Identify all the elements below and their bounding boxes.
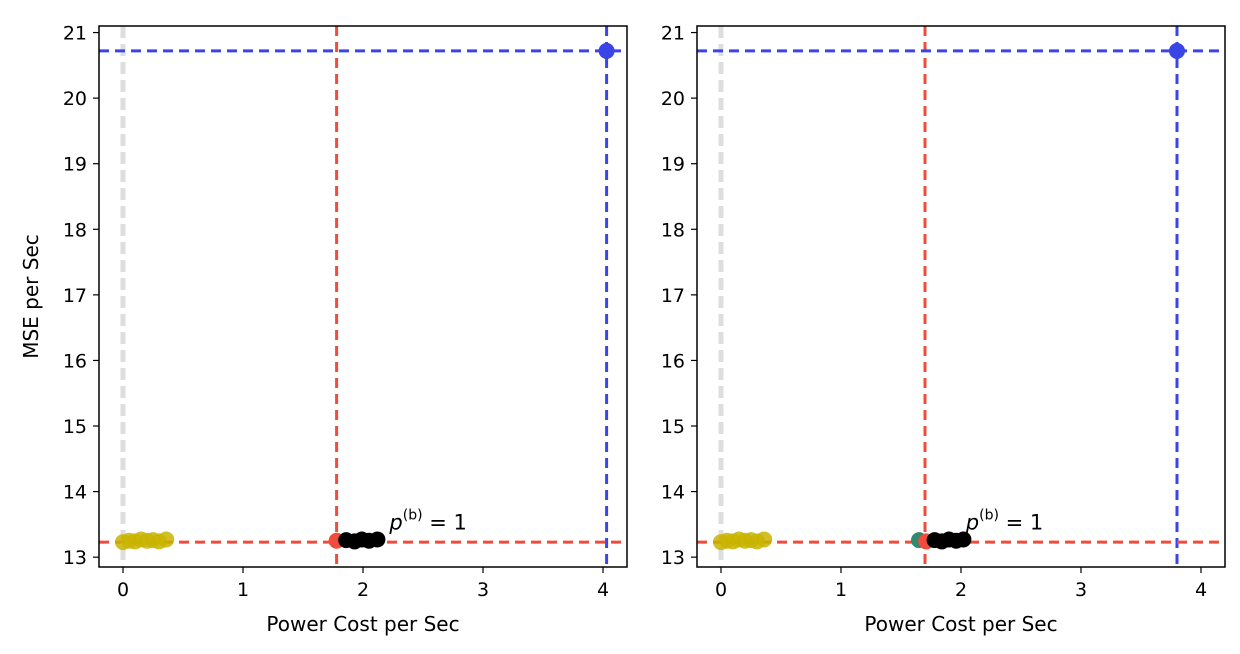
x-tick-label: 2: [955, 579, 967, 601]
point-yellow: [756, 531, 773, 548]
y-axis-label: MSE per Sec: [19, 234, 43, 359]
annotation-label: p(b) = 1: [965, 508, 1043, 535]
y-tick-label: 14: [63, 482, 87, 504]
y-tick-label: 19: [63, 154, 87, 176]
y-tick-label: 21: [63, 23, 87, 45]
y-tick-label: 13: [661, 547, 685, 569]
plot-area: [99, 26, 627, 567]
y-tick-label: 21: [661, 23, 685, 45]
x-tick-label: 1: [237, 579, 249, 601]
x-tick-label: 4: [597, 579, 609, 601]
y-tick-label: 16: [63, 350, 87, 372]
y-tick-label: 17: [661, 285, 685, 307]
y-tick-label: 15: [661, 416, 685, 438]
chart-panel-2: 0 1 2 3 4 13 14 15 16 17 18 19 20 21 Power Cost per Se…: [661, 23, 1226, 636]
y-tick-label: 16: [661, 350, 685, 372]
y-tick-label: 15: [63, 416, 87, 438]
point-black: [955, 531, 972, 548]
x-tick-label: 2: [357, 579, 369, 601]
x-tick-label: 1: [835, 579, 847, 601]
x-axis-label: Power Cost per Sec: [864, 612, 1057, 636]
point-blue: [1169, 42, 1185, 59]
point-black: [369, 531, 386, 548]
axes-frame: [98, 25, 628, 568]
axes-frame: [696, 25, 1226, 568]
y-tick-label: 14: [661, 482, 685, 504]
y-tick-label: 17: [63, 285, 87, 307]
y-tick-label: 19: [661, 154, 685, 176]
y-tick-label: 20: [661, 88, 685, 110]
x-axis-label: Power Cost per Sec: [266, 612, 459, 636]
point-blue: [598, 42, 615, 59]
x-tick-label: 3: [1075, 579, 1087, 601]
annotation-label: p(b) = 1: [388, 508, 466, 535]
y-tick-label: 20: [63, 88, 87, 110]
y-tick-label: 18: [63, 219, 87, 241]
x-tick-label: 4: [1195, 579, 1207, 601]
x-tick-label: 0: [117, 579, 129, 601]
point-yellow: [158, 531, 175, 548]
y-tick-label: 18: [661, 219, 685, 241]
y-tick-label: 13: [63, 547, 87, 569]
plot-area: [697, 26, 1225, 567]
chart-panel-1: 0 1 2 3 4 13 14 15 16 17 18 19 20 21 Power Cost per Se…: [19, 23, 628, 636]
x-tick-label: 0: [715, 579, 727, 601]
x-tick-label: 3: [477, 579, 489, 601]
